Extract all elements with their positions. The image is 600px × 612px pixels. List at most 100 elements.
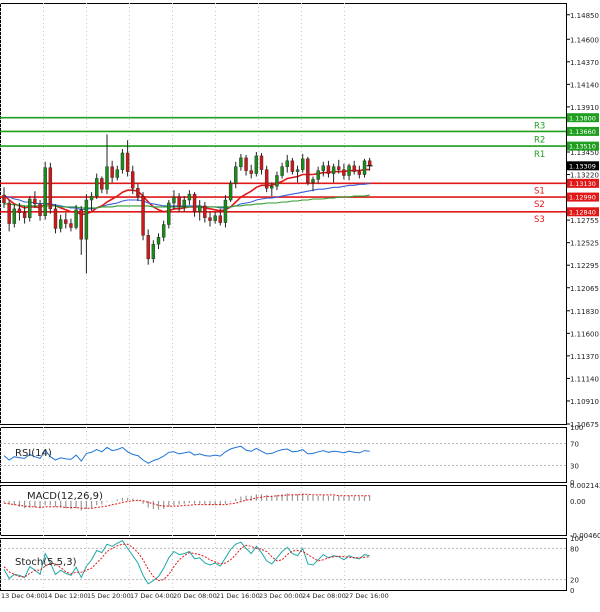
macd-histogram-bar	[49, 500, 51, 506]
level-price-tag-bg	[567, 178, 599, 188]
candle	[28, 196, 32, 222]
candle	[115, 165, 120, 181]
macd-histogram-bar	[13, 500, 15, 506]
candle	[161, 220, 166, 242]
candle	[43, 161, 47, 220]
candle-body	[367, 160, 372, 166]
macd-histogram-bar	[327, 495, 330, 501]
candle	[12, 203, 17, 228]
macd-histogram-bar	[111, 500, 113, 502]
candle-body	[218, 215, 223, 223]
candle-body	[311, 179, 315, 183]
candle-body	[64, 219, 68, 224]
candle	[264, 165, 269, 193]
candle	[321, 161, 325, 177]
candle	[249, 164, 253, 179]
level-price-tag-text: 1.13510	[569, 143, 596, 151]
macd-histogram-bar	[116, 499, 118, 501]
level-name-label: R1	[534, 150, 545, 160]
candle	[306, 156, 310, 186]
candle	[357, 165, 362, 179]
time-axis-label: 13 Dec 04:00	[1, 592, 45, 600]
macd-histogram-bar	[363, 495, 366, 501]
rsi-scale-label: 100	[570, 424, 583, 432]
candle-body	[7, 202, 11, 224]
macd-histogram-bar	[286, 493, 288, 501]
candle	[131, 165, 135, 195]
candle-body	[326, 165, 331, 174]
time-axis-label: 27 Dec 16:00	[345, 592, 389, 600]
macd-histogram-bar	[163, 500, 165, 510]
candle-body	[244, 157, 248, 171]
candle-body	[192, 193, 197, 212]
price-tick-label: 1.11370	[570, 353, 599, 361]
candle	[22, 205, 27, 224]
current-price-tag: 1.13309	[567, 161, 599, 170]
rsi-scale-label: 30	[570, 463, 579, 471]
macd-histogram-bar	[85, 500, 87, 510]
candle-body	[347, 165, 351, 176]
candle-body	[38, 203, 42, 216]
level-price-tag-bg	[567, 141, 599, 151]
candle-body	[223, 199, 228, 223]
candle-body	[2, 194, 6, 204]
candle	[218, 208, 223, 226]
candle-body	[213, 215, 217, 221]
candle-body	[12, 208, 17, 224]
moving-average-line-1	[3, 168, 370, 216]
candle	[2, 187, 6, 208]
macd-histogram-bar	[312, 495, 314, 501]
candle-body	[306, 158, 310, 183]
candle-body	[177, 196, 181, 208]
candle	[146, 229, 150, 265]
candle	[125, 140, 130, 177]
level-price-tag-bg	[567, 192, 599, 202]
candle-body	[100, 178, 104, 190]
candle-body	[234, 166, 238, 184]
level-price-tag-r2: 1.13660	[567, 126, 599, 136]
candle-body	[203, 205, 207, 218]
macd-histogram-bar	[8, 500, 10, 505]
stoch-scale-label: 0	[570, 587, 574, 595]
macd-histogram-bar	[60, 500, 62, 508]
macd-histogram-bar	[369, 495, 371, 501]
macd-histogram-bar	[204, 500, 206, 505]
stoch-label: Stoch(5,5,3)	[15, 557, 77, 568]
macd-histogram-bar	[338, 495, 340, 501]
candle-body	[115, 169, 120, 178]
candle	[74, 204, 78, 230]
candle	[254, 151, 259, 177]
candle-body	[270, 186, 274, 189]
candle	[352, 160, 356, 175]
candle	[326, 160, 331, 178]
candle-body	[239, 157, 243, 167]
candle-body	[321, 165, 325, 171]
candle	[203, 201, 207, 223]
macd-histogram-bar	[24, 500, 26, 509]
rsi-line	[3, 445, 370, 464]
candle-body	[136, 188, 140, 197]
candle	[337, 159, 341, 174]
candle	[94, 173, 99, 200]
candle	[156, 233, 161, 250]
candle	[192, 192, 197, 217]
candle-body	[352, 165, 356, 172]
macd-histogram-bar	[255, 494, 257, 501]
candle	[213, 211, 217, 224]
macd-scale-label: -0.004608	[570, 532, 600, 540]
macd-histogram-bar	[188, 500, 190, 504]
level-price-tag-s1: 1.13130	[567, 178, 599, 188]
macd-histogram-bar	[307, 494, 309, 501]
stoch-signal-line	[3, 543, 370, 582]
macd-histogram-bar	[96, 500, 98, 506]
candle	[64, 212, 68, 229]
macd-histogram-bar	[281, 494, 283, 501]
candle	[187, 190, 192, 205]
price-tick-label: 1.14600	[570, 36, 599, 44]
candle-body	[156, 237, 161, 245]
level-price-tag-bg	[567, 126, 599, 136]
price-tick-label: 1.14370	[570, 59, 599, 67]
candle-body	[53, 208, 58, 229]
candle-body	[182, 199, 186, 208]
level-price-tag-bg	[567, 207, 599, 217]
